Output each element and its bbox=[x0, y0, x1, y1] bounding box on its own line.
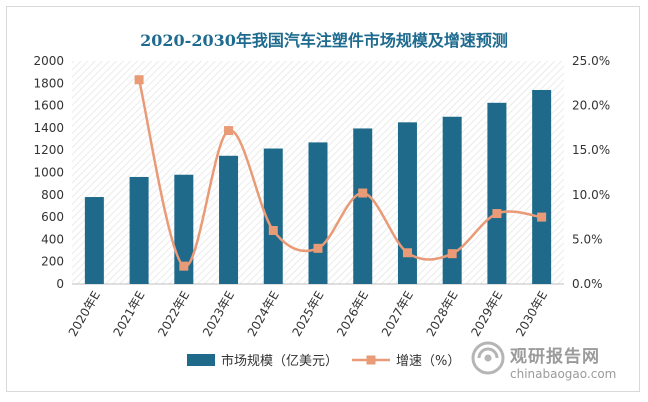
y-left-tick-label: 1800 bbox=[33, 76, 64, 90]
x-tick-label: 2028年E bbox=[424, 289, 461, 339]
growth-marker bbox=[537, 212, 547, 222]
legend-swatch-bar bbox=[187, 354, 215, 366]
y-right-tick-label: 5.0% bbox=[572, 232, 603, 246]
growth-marker bbox=[134, 75, 144, 85]
growth-marker bbox=[179, 261, 189, 271]
legend-label-bar: 市场规模（亿美元） bbox=[221, 353, 338, 369]
x-tick-label: 2025年E bbox=[289, 289, 326, 339]
growth-marker bbox=[313, 243, 323, 253]
y-left-tick-label: 200 bbox=[41, 255, 64, 269]
growth-marker bbox=[492, 209, 502, 219]
chart-title: 2020-2030年我国汽车注塑件市场规模及增速预测 bbox=[140, 31, 508, 50]
y-left-tick-label: 0 bbox=[56, 277, 64, 291]
x-tick-label: 2023年E bbox=[200, 289, 237, 339]
x-tick-label: 2030年E bbox=[513, 289, 550, 339]
growth-marker bbox=[402, 248, 412, 258]
y-left-tick-label: 2000 bbox=[33, 54, 64, 68]
y-right-tick-label: 0.0% bbox=[572, 277, 603, 291]
x-tick-label: 2027年E bbox=[379, 289, 416, 339]
watermark-brand-cn: 观研报告网 bbox=[510, 347, 600, 367]
growth-marker bbox=[224, 126, 234, 136]
legend-swatch-marker bbox=[366, 355, 376, 365]
bar bbox=[353, 128, 373, 284]
bar bbox=[308, 142, 328, 284]
bar bbox=[487, 102, 507, 284]
bar bbox=[84, 197, 104, 284]
y-right-tick-label: 25.0% bbox=[572, 54, 610, 68]
legend-label-line: 增速（%） bbox=[396, 354, 460, 369]
y-left-tick-label: 1200 bbox=[33, 143, 64, 157]
y-left-tick-label: 1600 bbox=[33, 99, 64, 113]
bar bbox=[442, 116, 462, 284]
bar bbox=[263, 148, 283, 284]
x-tick-label: 2021年E bbox=[111, 289, 148, 339]
watermark-brand-en: chinabaogao.com bbox=[510, 367, 617, 381]
watermark: 观研报告网 chinabaogao.com bbox=[470, 340, 630, 388]
bar bbox=[219, 155, 239, 284]
x-tick-label: 2026年E bbox=[334, 289, 371, 339]
x-tick-label: 2020年E bbox=[66, 289, 103, 339]
x-tick-label: 2029年E bbox=[468, 288, 505, 338]
y-left-tick-label: 800 bbox=[41, 188, 64, 202]
bar bbox=[532, 89, 552, 285]
growth-marker bbox=[268, 225, 278, 235]
watermark-logo-icon bbox=[471, 341, 505, 375]
y-right-tick-label: 20.0% bbox=[572, 99, 610, 113]
bar bbox=[129, 176, 149, 284]
y-left-tick-label: 1000 bbox=[33, 166, 64, 180]
x-tick-label: 2024年E bbox=[245, 289, 282, 339]
y-right-tick-label: 15.0% bbox=[572, 143, 610, 157]
y-right-tick-label: 10.0% bbox=[572, 188, 610, 202]
growth-marker bbox=[447, 249, 457, 259]
bar bbox=[397, 122, 417, 284]
y-left-tick-label: 400 bbox=[41, 232, 64, 246]
growth-marker bbox=[358, 188, 368, 198]
y-left-tick-label: 1400 bbox=[33, 121, 64, 135]
x-tick-label: 2022年E bbox=[155, 289, 192, 339]
y-left-tick-label: 600 bbox=[41, 210, 64, 224]
